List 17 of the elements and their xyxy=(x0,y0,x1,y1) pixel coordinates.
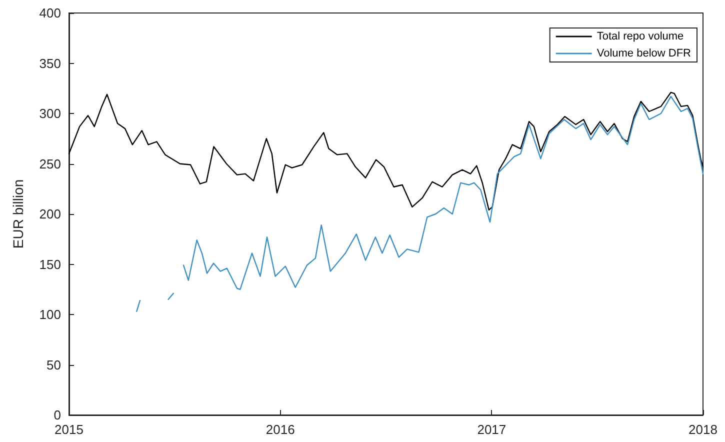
x-tick-label: 2015 xyxy=(54,422,84,437)
y-tick-label: 250 xyxy=(39,156,61,172)
y-axis-title: EUR billion xyxy=(10,179,26,249)
x-tick-label: 2017 xyxy=(477,422,506,437)
y-tick-label: 300 xyxy=(39,106,61,121)
y-tick-label: 200 xyxy=(39,206,61,222)
y-tick-label: 0 xyxy=(54,408,61,422)
y-tick-label: 350 xyxy=(39,56,61,71)
line-series xyxy=(68,92,704,211)
y-tick-label: 150 xyxy=(39,256,61,272)
x-tick-label: 2016 xyxy=(266,422,295,437)
y-tick-label: 100 xyxy=(39,307,61,322)
legend-label: Total repo volume xyxy=(596,30,684,42)
y-tick-label: 50 xyxy=(46,357,61,372)
x-tick-label: 2018 xyxy=(688,422,718,437)
y-tick-label: 400 xyxy=(39,6,61,20)
legend-label: Volume below DFR xyxy=(596,48,692,60)
